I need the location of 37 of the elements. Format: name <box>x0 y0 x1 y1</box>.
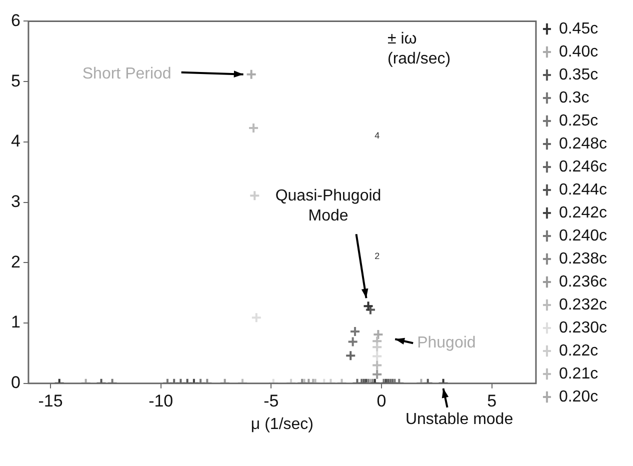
annotation: Unstable mode <box>405 410 514 428</box>
legend-label: 0.20c <box>558 388 598 406</box>
x-tick-label: -10 <box>148 391 174 410</box>
y-tick-label: 4 <box>10 132 20 151</box>
y-tick-label: 2 <box>10 252 20 272</box>
legend-label: 0.238c <box>558 250 608 268</box>
legend-label: 0.244c <box>558 181 608 198</box>
x-tick-label: 0 <box>376 391 386 410</box>
legend-label: 0.232c <box>558 296 608 314</box>
y-axis-title: ± iω (rad/sec) <box>388 30 451 68</box>
legend-label: 0.242c <box>558 204 608 222</box>
y-tick-label: 0 <box>10 373 20 392</box>
annotation: Phugoid <box>417 334 476 352</box>
legend-label: 0.35c <box>558 66 598 84</box>
legend-label: 0.236c <box>558 273 608 290</box>
legend-label: 0.22c <box>558 342 598 360</box>
legend-label: 0.3c <box>558 89 590 106</box>
annotation: 2 <box>374 251 380 262</box>
annotation: 4 <box>374 130 380 140</box>
legend-label: 0.45c <box>558 20 598 38</box>
y-tick-label: 5 <box>10 71 20 90</box>
legend-label: 0.21c <box>558 365 598 382</box>
legend-label: 0.40c <box>558 43 598 60</box>
legend-label: 0.230c <box>558 319 608 336</box>
y-tick-label: 6 <box>10 10 20 30</box>
legend-label: 0.246c <box>558 158 608 176</box>
x-tick-label: -15 <box>38 391 63 410</box>
legend-label: 0.25c <box>558 112 598 130</box>
legend-label: 0.248c <box>558 135 608 152</box>
legend-label: 0.240c <box>558 227 608 244</box>
y-tick-label: 1 <box>10 312 20 332</box>
x-tick-label: 5 <box>487 391 497 410</box>
annotation: Quasi-Phugoid Mode <box>275 188 382 225</box>
x-tick-label: -5 <box>264 391 279 410</box>
y-tick-label: 3 <box>10 192 20 211</box>
annotation: Short Period <box>82 66 172 83</box>
x-axis-title: μ (1/sec) <box>250 416 314 433</box>
